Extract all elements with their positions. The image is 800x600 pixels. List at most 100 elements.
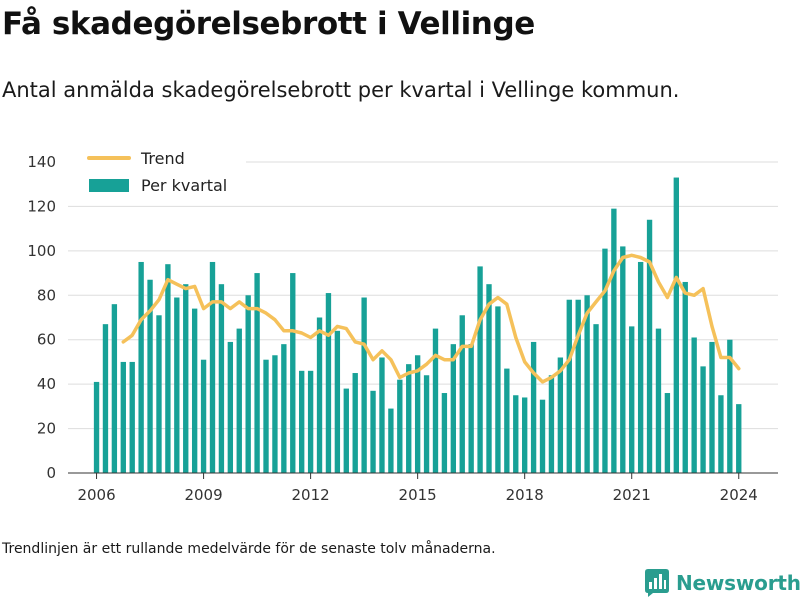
x-tick-label: 2021	[613, 486, 651, 504]
bar	[388, 408, 394, 473]
bar	[343, 388, 349, 473]
bar	[191, 308, 198, 473]
y-tick-label: 120	[27, 197, 56, 215]
bar	[530, 341, 537, 473]
bar	[406, 364, 412, 473]
bar	[611, 208, 617, 473]
y-tick-label: 140	[27, 153, 56, 171]
bar	[254, 273, 260, 473]
bar	[325, 293, 332, 473]
bar	[236, 328, 242, 473]
bar	[709, 341, 715, 473]
y-tick-label: 40	[37, 375, 56, 393]
bar	[432, 328, 439, 473]
bar	[459, 315, 465, 473]
y-tick-label: 20	[37, 420, 56, 438]
bar	[156, 315, 162, 473]
bar	[575, 299, 581, 473]
bar	[138, 261, 144, 473]
bar	[673, 177, 679, 474]
bar	[200, 359, 207, 473]
x-tick-label: 2015	[399, 486, 437, 504]
bar	[129, 361, 135, 473]
y-tick-label: 0	[46, 464, 56, 482]
bar	[646, 219, 653, 473]
bar	[522, 397, 528, 473]
bar	[227, 341, 234, 473]
legend-background	[66, 142, 246, 204]
bar	[629, 326, 635, 473]
bar	[93, 381, 100, 473]
bar	[120, 361, 126, 473]
bar	[183, 284, 189, 473]
legend: Trend Per kvartal	[66, 142, 246, 204]
bar	[468, 344, 474, 473]
bar	[495, 306, 501, 473]
bar	[245, 295, 251, 473]
bar	[165, 264, 171, 473]
bar	[513, 395, 519, 473]
newsworthy-logo-icon	[645, 569, 669, 597]
bar	[584, 295, 590, 473]
bar	[290, 273, 296, 473]
bar	[316, 317, 323, 473]
bar	[655, 328, 662, 473]
bar	[557, 357, 564, 473]
x-tick-label: 2009	[184, 486, 222, 504]
bar	[718, 395, 724, 473]
bar	[548, 375, 555, 473]
bar	[379, 357, 385, 473]
bar	[486, 284, 492, 473]
bar	[682, 281, 688, 473]
bar	[539, 399, 546, 473]
bar	[334, 330, 341, 473]
bar	[370, 390, 376, 473]
bar	[736, 404, 742, 473]
bar	[299, 370, 305, 473]
legend-trend-label: Trend	[140, 149, 185, 168]
bar	[272, 355, 278, 473]
bar	[423, 375, 430, 473]
bar	[727, 339, 733, 473]
bar	[664, 393, 671, 473]
bar	[414, 355, 421, 473]
bar	[593, 324, 599, 473]
bar	[477, 266, 483, 473]
bar	[566, 299, 572, 473]
y-tick-label: 60	[37, 331, 56, 349]
bar	[361, 297, 367, 473]
x-tick-label: 2006	[77, 486, 115, 504]
bar	[620, 246, 626, 473]
brand[interactable]: Newsworthy	[645, 569, 800, 597]
bar	[700, 366, 706, 473]
trend-line	[121, 253, 741, 384]
legend-bar-swatch	[89, 179, 129, 192]
bar	[504, 368, 510, 473]
bar	[102, 324, 109, 473]
chart-title: Få skadegörelsebrott i Vellinge	[2, 6, 535, 42]
bar	[397, 379, 403, 473]
chart-subtitle: Antal anmälda skadegörelsebrott per kvar…	[2, 78, 680, 102]
bar-series	[93, 177, 742, 474]
x-tick-label: 2018	[506, 486, 544, 504]
bar	[111, 304, 118, 473]
bar	[637, 261, 644, 473]
trend-series	[121, 253, 741, 384]
bar	[441, 393, 448, 473]
bar	[602, 248, 608, 473]
bar	[209, 261, 216, 473]
bar	[450, 344, 457, 473]
bar-line-chart: 0 20 40 60 80 100 120 140 2006 2009 2012 2015 2018 20…	[27, 142, 778, 504]
bar	[281, 344, 287, 473]
brand-name: Newsworthy	[676, 571, 800, 595]
axes: 0 20 40 60 80 100 120 140 2006 2009 2012 2015 2018 20…	[27, 153, 778, 504]
footnote: Trendlinjen är ett rullande medelvärde f…	[2, 541, 496, 557]
bar	[307, 370, 314, 473]
x-tick-label: 2024	[720, 486, 758, 504]
bar	[263, 359, 269, 473]
bar	[352, 373, 358, 473]
bar	[691, 337, 697, 473]
bar	[174, 297, 180, 473]
y-tick-label: 80	[37, 286, 56, 304]
x-tick-label: 2012	[292, 486, 330, 504]
